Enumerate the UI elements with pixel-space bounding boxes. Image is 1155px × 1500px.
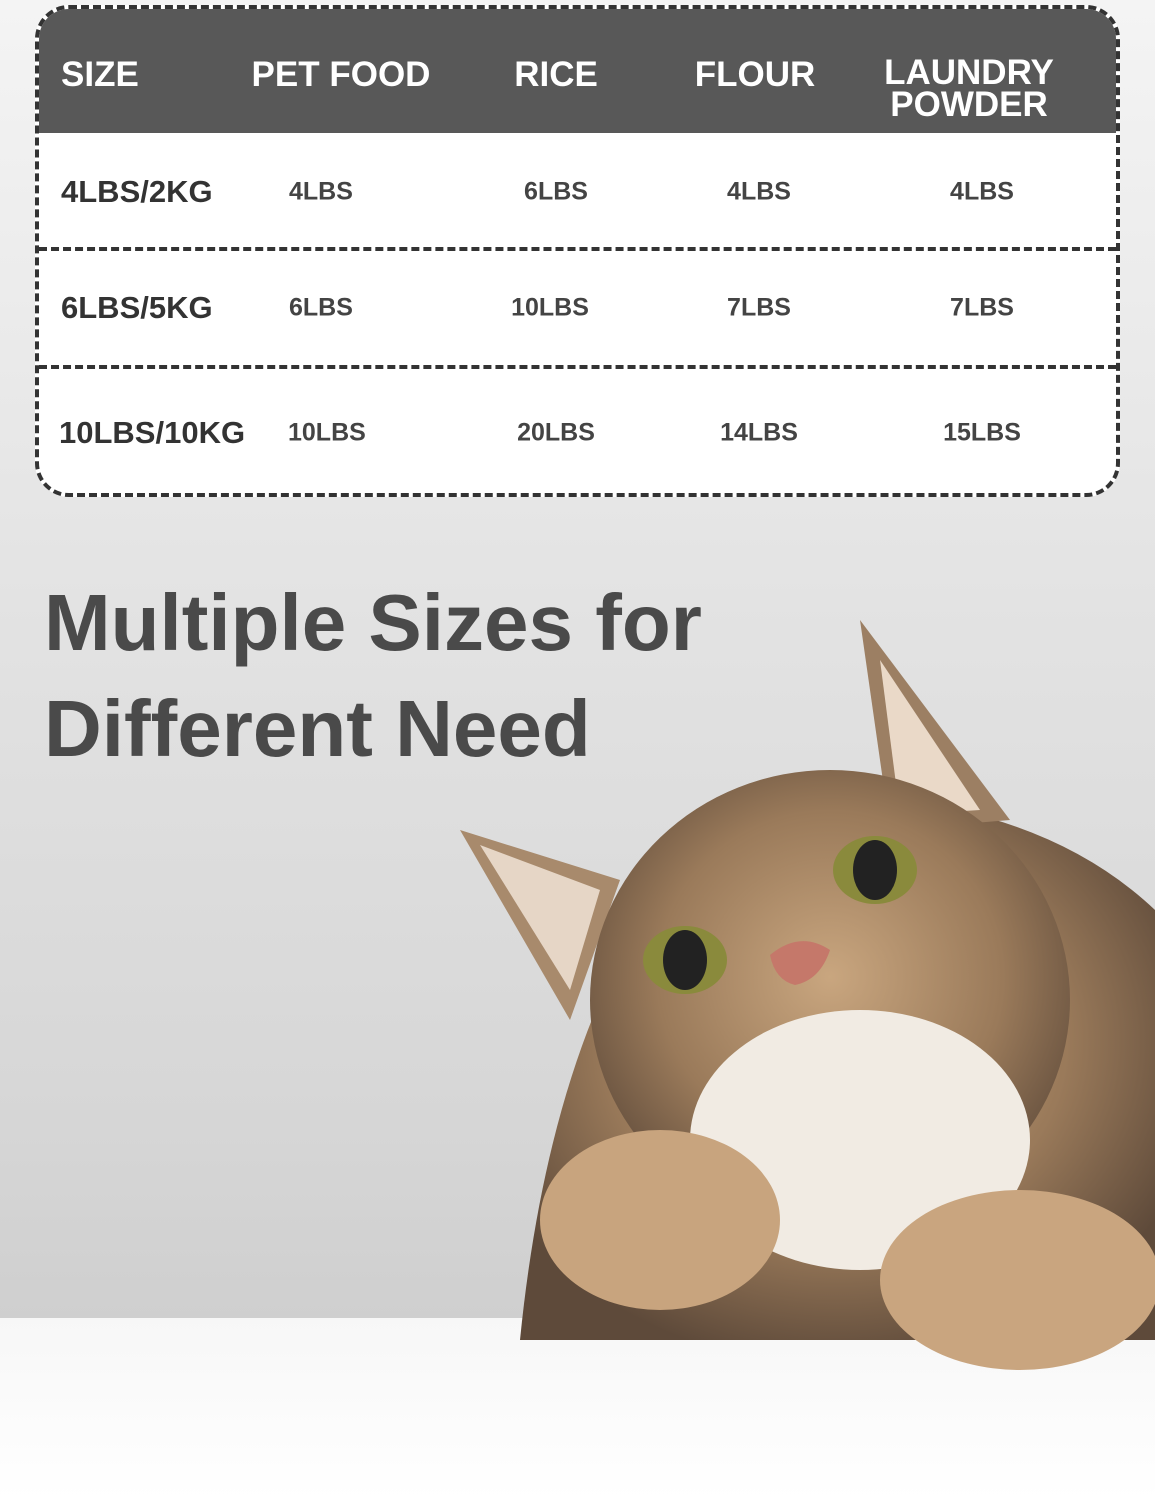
header-flour: FLOUR (694, 55, 816, 94)
header-size: SIZE (61, 55, 139, 94)
cell-size: 4LBS/2KG (61, 174, 213, 209)
cell-rice: 6LBS (524, 177, 588, 206)
cell-laundry: 4LBS (950, 177, 1014, 206)
table-row: 10LBS/10KG 10LBS 20LBS 14LBS 15LBS (39, 365, 1116, 493)
cell-flour: 4LBS (727, 177, 791, 206)
table-header: SIZE PET FOOD RICE FLOUR LAUNDRY POWDER (39, 9, 1116, 133)
cell-size: 10LBS/10KG (59, 415, 246, 450)
headline: Multiple Sizes for Different Need (44, 570, 702, 782)
cell-pet-food: 6LBS (289, 293, 353, 322)
table-row: 6LBS/5KG 6LBS 10LBS 7LBS 7LBS (39, 247, 1116, 365)
size-capacity-table: SIZE PET FOOD RICE FLOUR LAUNDRY POWDER … (35, 5, 1120, 497)
cell-flour: 7LBS (727, 293, 791, 322)
cell-rice: 10LBS (511, 293, 589, 322)
headline-line-1: Multiple Sizes for (44, 578, 702, 667)
header-rice: RICE (514, 55, 598, 94)
cell-laundry: 15LBS (943, 418, 1021, 447)
cell-laundry: 7LBS (950, 293, 1014, 322)
cell-size: 6LBS/5KG (61, 290, 213, 325)
header-pet-food: PET FOOD (251, 55, 431, 94)
header-laundry-powder: LAUNDRY POWDER (884, 53, 1054, 124)
cell-pet-food: 10LBS (288, 418, 366, 447)
tabby-cat-photo (460, 620, 1155, 1370)
cell-rice: 20LBS (517, 418, 595, 447)
cell-pet-food: 4LBS (289, 177, 353, 206)
cell-flour: 14LBS (720, 418, 798, 447)
headline-line-2: Different Need (44, 684, 591, 773)
table-row: 4LBS/2KG 4LBS 6LBS 4LBS 4LBS (39, 133, 1116, 251)
